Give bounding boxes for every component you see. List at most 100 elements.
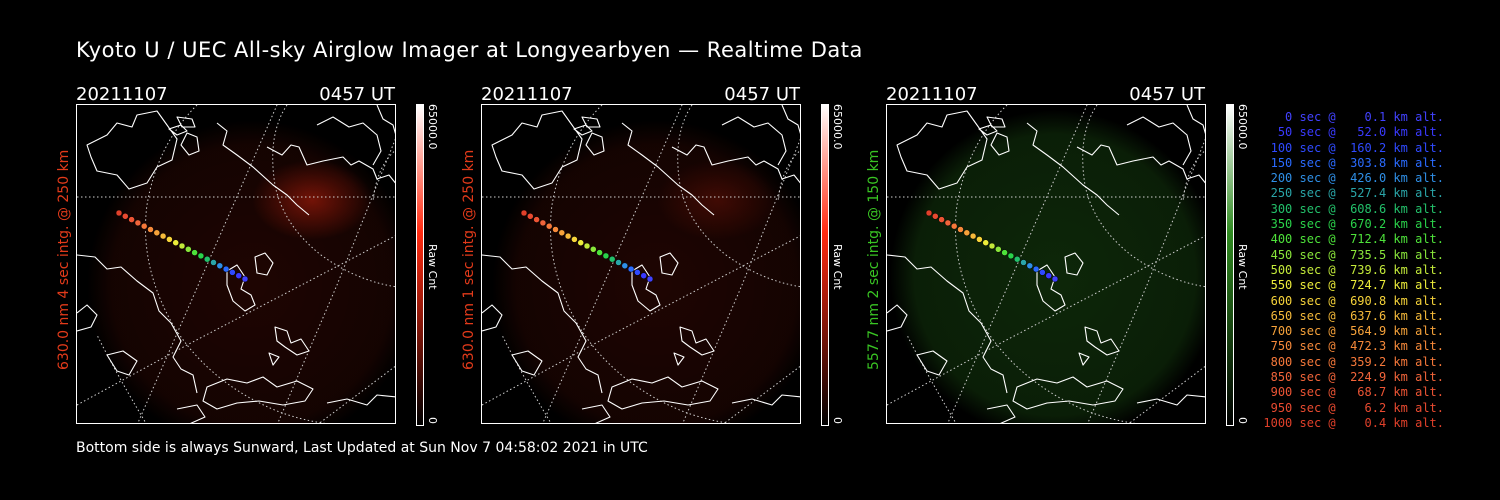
track-point xyxy=(235,272,242,279)
legend-entry: 50 sec @ 52.0 km alt. xyxy=(1277,125,1444,140)
track-point xyxy=(1007,252,1015,260)
aurora-patch xyxy=(252,160,372,240)
legend-entry: 450 sec @ 735.5 km alt. xyxy=(1270,247,1444,262)
aurora-patch xyxy=(657,160,777,240)
legend-entry: 400 sec @ 712.4 km alt. xyxy=(1270,232,1444,247)
legend-entry: 250 sec @ 527.4 km alt. xyxy=(1270,186,1444,201)
legend-entry: 100 sec @ 160.2 km alt. xyxy=(1270,140,1444,155)
legend-entry: 850 sec @ 224.9 km alt. xyxy=(1270,370,1444,385)
track-point xyxy=(1020,259,1027,266)
airglow-panel-630nm-4sec: 20211107 0457 UT 65000.0 Raw Cnt 0 xyxy=(76,84,439,444)
track-point xyxy=(210,259,217,266)
track-point xyxy=(153,229,161,237)
legend-entry: 200 sec @ 426.0 km alt. xyxy=(1270,171,1444,186)
satellite-track xyxy=(520,209,654,283)
lat-lon-grid xyxy=(887,105,1205,423)
legend-entry: 0 sec @ 0.1 km alt. xyxy=(1285,110,1444,124)
track-point xyxy=(1001,249,1008,256)
legend-entry: 150 sec @ 303.8 km alt. xyxy=(1270,155,1444,170)
track-point xyxy=(539,219,547,227)
track-point xyxy=(571,236,578,243)
colorbar xyxy=(1226,104,1234,426)
footer-status: Bottom side is always Sunward, Last Upda… xyxy=(76,440,648,456)
colorbar-unit-label: Raw Cnt xyxy=(1236,244,1249,290)
track-point xyxy=(925,209,933,217)
track-point xyxy=(229,269,236,276)
track-point xyxy=(608,255,616,263)
track-point xyxy=(533,216,540,223)
allsky-map xyxy=(886,104,1206,424)
track-point xyxy=(147,226,154,233)
track-point xyxy=(615,259,622,266)
colorbar-min-label: 0 xyxy=(1236,417,1249,424)
airglow-panel-557nm-2sec: 20211107 0457 UT 65000.0 Raw Cnt 0 xyxy=(886,84,1249,444)
track-point xyxy=(1026,262,1034,270)
track-point xyxy=(988,242,996,250)
track-point xyxy=(122,213,129,220)
colorbar-max-label: 65000.0 xyxy=(831,104,844,150)
track-point xyxy=(185,246,192,253)
coastlines xyxy=(482,105,800,423)
colorbar-unit-label: Raw Cnt xyxy=(831,244,844,290)
legend-entry: 750 sec @ 472.3 km alt. xyxy=(1270,339,1444,354)
satellite-track xyxy=(115,209,249,283)
coastlines xyxy=(77,105,395,423)
track-point xyxy=(128,216,135,223)
track-point xyxy=(640,272,647,279)
panel-date: 20211107 xyxy=(481,84,573,105)
track-point xyxy=(938,216,945,223)
track-point xyxy=(545,222,553,230)
track-point xyxy=(969,232,977,240)
track-point xyxy=(197,252,205,260)
legend-entry: 500 sec @ 739.6 km alt. xyxy=(1270,262,1444,277)
track-point xyxy=(577,239,584,246)
track-point xyxy=(982,239,989,246)
track-point xyxy=(634,269,641,276)
colorbar xyxy=(416,104,424,426)
colorbar-max-label: 65000.0 xyxy=(1236,104,1249,150)
track-point xyxy=(140,222,148,230)
track-point xyxy=(134,219,142,227)
track-point xyxy=(216,262,224,270)
track-point xyxy=(558,229,566,237)
track-point xyxy=(1032,265,1040,273)
satellite-track xyxy=(925,209,1059,283)
track-point xyxy=(564,232,572,240)
panel-ylabel: 630.0 nm 4 sec intg. @ 250 km xyxy=(56,149,72,370)
panel-ylabel: 630.0 nm 1 sec intg. @ 250 km xyxy=(461,149,477,370)
track-point xyxy=(166,236,173,243)
track-point xyxy=(1039,269,1046,276)
track-point xyxy=(602,252,610,260)
legend-entry: 650 sec @ 637.6 km alt. xyxy=(1270,308,1444,323)
legend-entry: 800 sec @ 359.2 km alt. xyxy=(1270,354,1444,369)
allsky-map xyxy=(76,104,396,424)
track-point xyxy=(590,246,597,253)
panel-time: 0457 UT xyxy=(319,84,395,105)
track-point xyxy=(957,226,964,233)
legend-entry: 300 sec @ 608.6 km alt. xyxy=(1270,201,1444,216)
track-point xyxy=(1045,272,1052,279)
track-point xyxy=(596,249,603,256)
track-point xyxy=(583,242,591,250)
lat-lon-grid xyxy=(482,105,800,423)
track-point xyxy=(963,229,971,237)
legend-entry: 1000 sec @ 0.4 km alt. xyxy=(1263,415,1444,430)
track-point xyxy=(222,265,230,273)
colorbar xyxy=(821,104,829,426)
track-point xyxy=(159,232,167,240)
legend-entry: 600 sec @ 690.8 km alt. xyxy=(1270,293,1444,308)
panel-time: 0457 UT xyxy=(724,84,800,105)
track-point xyxy=(527,213,534,220)
track-point xyxy=(932,213,939,220)
colorbar-unit-label: Raw Cnt xyxy=(426,244,439,290)
panel-date: 20211107 xyxy=(886,84,978,105)
colorbar-min-label: 0 xyxy=(426,417,439,424)
track-point xyxy=(976,236,983,243)
track-point xyxy=(203,255,211,263)
airglow-panel-630nm-1sec: 20211107 0457 UT 65000.0 Raw Cnt 0 xyxy=(481,84,844,444)
track-point xyxy=(178,242,186,250)
track-point xyxy=(995,246,1002,253)
legend-entry: 700 sec @ 564.9 km alt. xyxy=(1270,324,1444,339)
legend-entry: 900 sec @ 68.7 km alt. xyxy=(1270,385,1444,400)
track-point xyxy=(621,262,629,270)
